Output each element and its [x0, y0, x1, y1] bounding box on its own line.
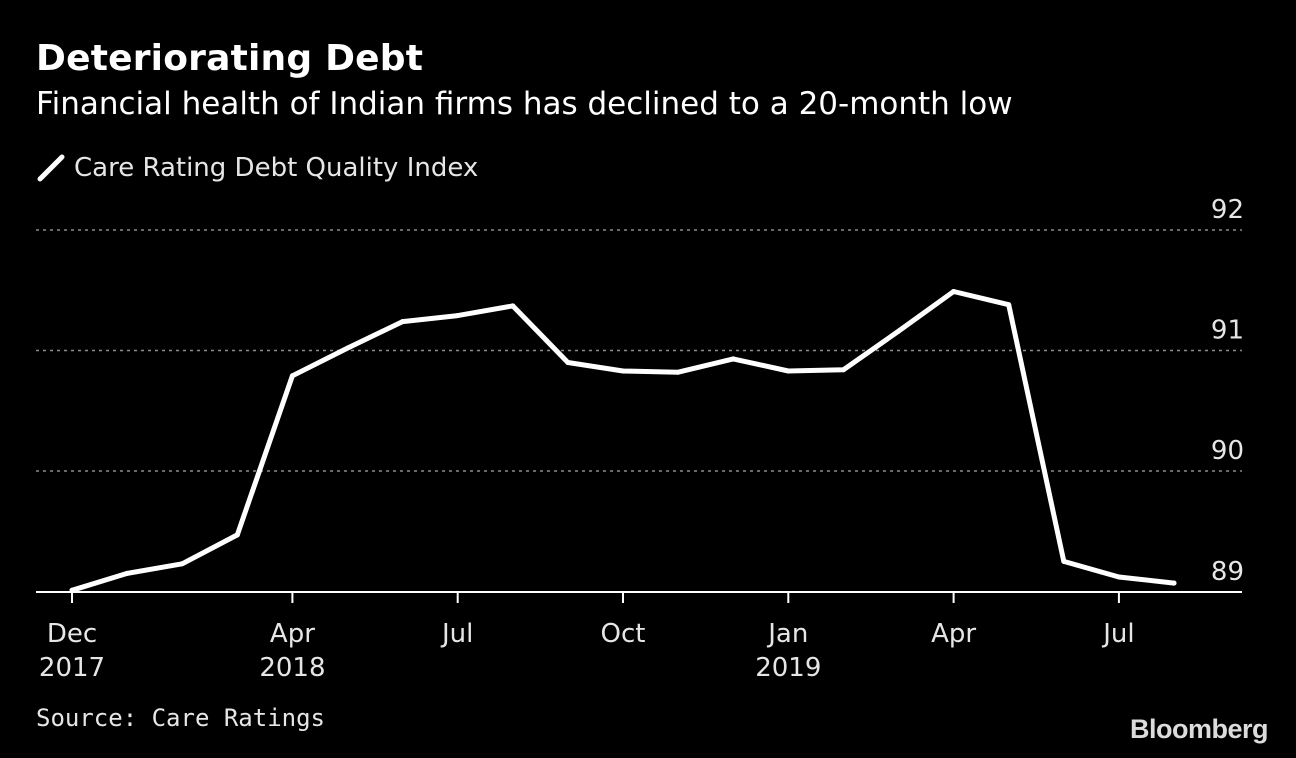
data-point-2018-04 — [289, 373, 295, 379]
x-tick-label: Apr — [931, 619, 976, 649]
gridlines — [36, 229, 1242, 472]
chart-subtitle: Financial health of Indian firms has dec… — [36, 86, 1013, 122]
x-tick-label: Jul — [440, 619, 473, 649]
data-point-2018-10 — [620, 368, 626, 374]
data-points — [69, 288, 1177, 593]
data-point-2019-05 — [1006, 302, 1012, 308]
data-point-2018-02 — [179, 561, 185, 567]
x-tick-label: Jul — [1101, 619, 1134, 649]
x-tick-year-label: 2017 — [39, 653, 105, 683]
data-point-2018-06 — [400, 319, 406, 325]
data-point-2019-08 — [1171, 580, 1177, 586]
y-tick-label: 90 — [1211, 436, 1244, 466]
legend-swatch-stroke — [37, 154, 65, 182]
data-point-2018-07 — [455, 313, 461, 319]
data-point-2019-04 — [951, 288, 957, 294]
data-point-2017-12 — [69, 587, 75, 593]
y-tick-label: 92 — [1211, 195, 1244, 225]
bloomberg-logo: Bloomberg — [1129, 714, 1269, 744]
data-point-2019-03 — [896, 328, 901, 334]
y-tick-label: 91 — [1211, 316, 1244, 346]
data-point-2018-01 — [124, 570, 130, 576]
data-point-2018-11 — [675, 369, 681, 375]
legend: Care Rating Debt Quality Index — [36, 150, 478, 186]
data-point-2018-05 — [345, 345, 350, 351]
x-tick-label: Jan — [766, 619, 808, 649]
x-tick-year-label: 2018 — [259, 653, 325, 683]
data-point-2019-07 — [1116, 574, 1122, 580]
series-line-debt-quality-index — [69, 289, 1177, 593]
data-point-2019-01 — [785, 368, 791, 374]
data-point-2018-09 — [565, 360, 571, 366]
legend-line-icon — [37, 154, 65, 182]
chart-title: Deteriorating Debt — [36, 38, 424, 79]
data-point-2019-02 — [840, 367, 846, 373]
data-point-2018-12 — [730, 356, 736, 362]
data-point-2019-06 — [1061, 558, 1067, 564]
x-tick-label: Oct — [601, 619, 646, 649]
y-tick-label: 89 — [1211, 557, 1244, 587]
x-axis-ticks: Dec 2017 Apr 2018 Jul Oct Jan 2019 Apr Jul — [39, 592, 1135, 683]
source-note: Source: Care Ratings — [36, 704, 325, 732]
line-chart: 89 90 91 92 Dec 2017 Apr 2018 Jul Oct Jan 2019 Apr J… — [36, 195, 1244, 683]
y-axis-ticks: 89 90 91 92 — [1211, 195, 1244, 587]
x-tick-year-label: 2019 — [755, 653, 821, 683]
x-tick-label: Apr — [270, 619, 315, 649]
data-point-2018-08 — [510, 303, 516, 309]
legend-label: Care Rating Debt Quality Index — [74, 153, 479, 183]
x-tick-label: Dec — [47, 619, 97, 649]
data-point-2018-03 — [234, 532, 240, 538]
